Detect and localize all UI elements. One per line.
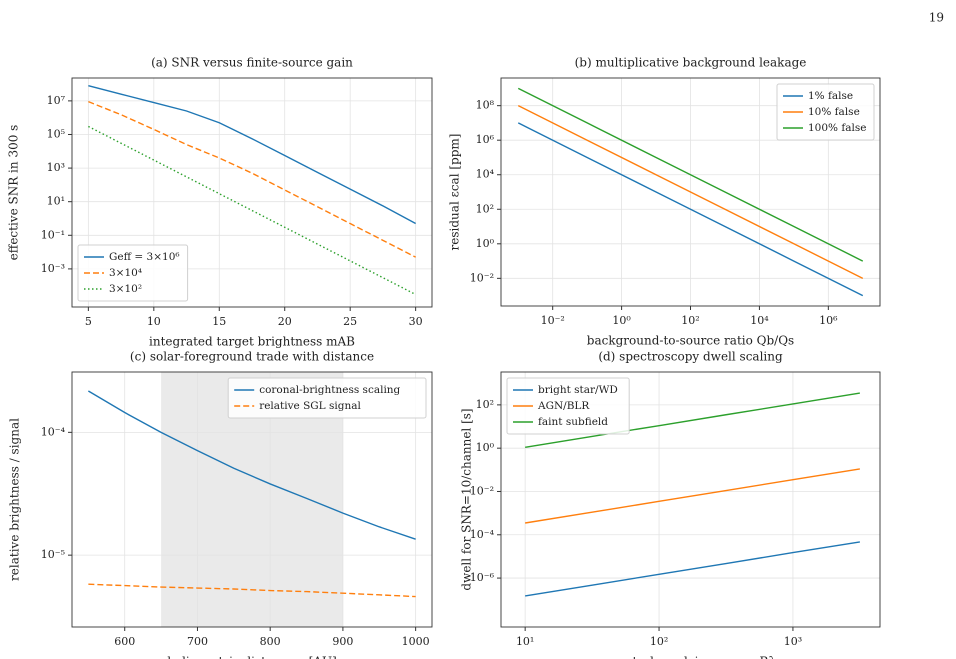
x-tick-label: 10⁶ bbox=[819, 314, 838, 327]
x-tick-label: 10⁻² bbox=[541, 314, 565, 327]
axes-frame bbox=[500, 371, 881, 628]
y-tick-label: 10² bbox=[476, 398, 494, 411]
axes-frame bbox=[500, 77, 881, 307]
y-tick-label: 10¹ bbox=[47, 195, 65, 208]
panel: 10⁻² 10⁰ 10² 10⁴ 10⁶ 10⁻² 10⁰ 10² 10⁴ 10⁶ 10⁸ (b) m… bbox=[448, 56, 881, 348]
x-tick-label: 10 bbox=[147, 315, 161, 328]
page-number: 19 bbox=[929, 11, 944, 25]
legend-label: 3×10² bbox=[109, 283, 142, 295]
x-tick-label: 10⁴ bbox=[750, 314, 769, 327]
y-tick-label: 10⁶ bbox=[476, 133, 495, 146]
y-tick-label: 10⁵ bbox=[47, 127, 65, 140]
series-line bbox=[88, 125, 416, 296]
panel: 10¹ 10² 10³ 10⁻⁶ 10⁻⁴ 10⁻² 10⁰ 10² (d) spectrosc… bbox=[460, 350, 881, 659]
x-tick-label: 25 bbox=[343, 315, 357, 328]
y-tick-label: 10² bbox=[476, 202, 494, 215]
series-line bbox=[88, 583, 416, 598]
x-tick-label: 1000 bbox=[402, 635, 430, 648]
x-tick-label: 800 bbox=[260, 635, 281, 648]
legend-label: coronal-brightness scaling bbox=[259, 384, 400, 396]
panel-title: (b) multiplicative background leakage bbox=[575, 56, 807, 70]
x-axis-label: integrated target brightness mAB bbox=[149, 335, 355, 349]
y-tick-label: 10⁰ bbox=[476, 237, 495, 250]
x-axis-label: background-to-source ratio Qb/Qs bbox=[587, 334, 794, 348]
series-line bbox=[517, 87, 864, 262]
series-line bbox=[525, 541, 860, 597]
x-tick-label: 700 bbox=[187, 635, 208, 648]
series-line bbox=[88, 100, 416, 258]
panel: 5 10 15 20 25 30 10⁻³ 10⁻¹ 10¹ 10³ 10⁵ 10⁷ (a) SNR v… bbox=[7, 56, 433, 349]
y-tick-label: 10⁸ bbox=[476, 99, 495, 112]
y-axis-label: effective SNR in 300 s bbox=[7, 125, 21, 261]
y-axis-label: dwell for SNR=10/channel [s] bbox=[460, 408, 474, 590]
series-line bbox=[517, 105, 864, 279]
y-tick-label: 10⁴ bbox=[476, 168, 495, 181]
legend-label: relative SGL signal bbox=[259, 400, 361, 412]
axes-frame bbox=[71, 77, 433, 308]
y-tick-label: 10⁰ bbox=[476, 441, 495, 454]
x-tick-label: 30 bbox=[409, 315, 423, 328]
y-axis-label: relative brightness / signal bbox=[8, 418, 22, 581]
y-tick-label: 10⁷ bbox=[47, 94, 66, 107]
y-tick-label: 10⁻⁶ bbox=[470, 571, 495, 584]
y-tick-label: 10⁻² bbox=[470, 271, 494, 284]
x-tick-label: 600 bbox=[114, 635, 135, 648]
panel-title: (a) SNR versus finite-source gain bbox=[151, 56, 353, 70]
x-tick-label: 20 bbox=[278, 315, 292, 328]
y-axis-label: residual εcal [ppm] bbox=[448, 134, 462, 251]
y-tick-label: 10⁻⁴ bbox=[470, 528, 495, 541]
x-tick-label: 10⁰ bbox=[612, 314, 631, 327]
y-tick-label: 10⁻³ bbox=[41, 262, 65, 275]
y-tick-label: 10⁻⁵ bbox=[41, 548, 65, 561]
series-line bbox=[525, 468, 860, 524]
legend-label: 3×10⁴ bbox=[109, 267, 142, 279]
legend-box bbox=[77, 244, 189, 302]
series-line bbox=[88, 390, 416, 540]
legend-label: AGN/BLR bbox=[537, 400, 590, 412]
legend-box bbox=[776, 83, 875, 141]
x-tick-label: 5 bbox=[85, 315, 92, 328]
panel-title: (d) spectroscopy dwell scaling bbox=[598, 350, 783, 364]
series-line bbox=[525, 392, 860, 448]
legend-label: 1% false bbox=[808, 90, 853, 102]
y-tick-label: 10⁻² bbox=[470, 484, 494, 497]
x-tick-label: 15 bbox=[212, 315, 226, 328]
x-tick-label: 10¹ bbox=[516, 635, 534, 648]
legend-label: faint subfield bbox=[538, 416, 608, 428]
x-axis-label: heliocentric distance z [AU] bbox=[167, 655, 337, 659]
axes-frame bbox=[71, 371, 433, 628]
legend-label: Geff = 3×10⁶ bbox=[109, 251, 180, 263]
y-tick-label: 10⁻¹ bbox=[41, 228, 65, 241]
series-line bbox=[517, 122, 864, 297]
legend-box bbox=[506, 377, 630, 435]
legend-label: bright star/WD bbox=[538, 384, 618, 396]
legend-label: 100% false bbox=[808, 122, 866, 134]
y-tick-label: 10³ bbox=[47, 161, 65, 174]
x-tick-label: 10² bbox=[681, 314, 699, 327]
y-tick-label: 10⁻⁴ bbox=[41, 425, 66, 438]
panel-title: (c) solar-foreground trade with distance bbox=[130, 350, 374, 364]
x-tick-label: 900 bbox=[332, 635, 353, 648]
x-axis-label: spectral resolving power Rλ bbox=[605, 655, 777, 659]
legend-box bbox=[227, 377, 427, 419]
panel: 600 700 800 900 1000 10⁻⁵ 10⁻⁴ (c) solar-foregr… bbox=[8, 350, 433, 659]
series-line bbox=[88, 85, 416, 225]
x-tick-label: 10² bbox=[650, 635, 668, 648]
x-tick-label: 10³ bbox=[784, 635, 802, 648]
legend-label: 10% false bbox=[808, 106, 860, 118]
